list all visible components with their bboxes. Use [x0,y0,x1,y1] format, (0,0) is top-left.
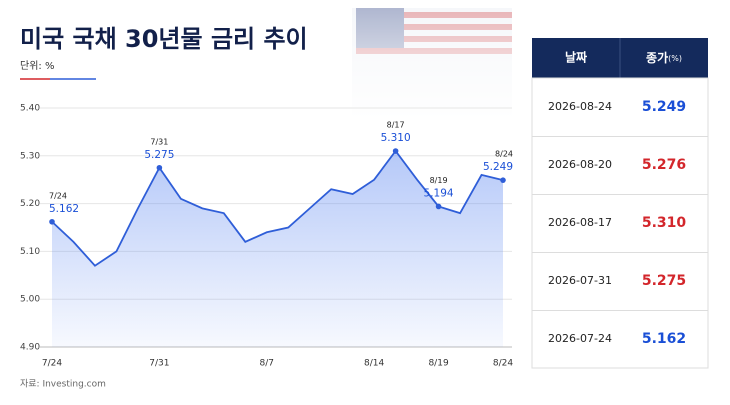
point [156,164,163,171]
table-header: 날짜 [565,50,587,65]
cell-close: 5.162 [642,331,686,347]
x-tick-label: 8/24 [493,359,513,369]
y-tick-label: 5.20 [20,199,40,209]
area [52,151,503,347]
table-header: 종가(%) [646,50,682,65]
x-tick-label: 8/7 [260,359,274,369]
line [51,149,504,267]
value-label: 5.194 [424,187,454,199]
header-unit: (%) [668,54,682,63]
y-tick-label: 5.30 [20,151,40,161]
y-tick-label: 5.40 [20,104,40,114]
chart-title: 미국 국채 30년물 금리 추이 [20,25,308,53]
flag-decoration [352,8,512,118]
table-border [531,77,709,369]
point-date: 7/31 [150,137,168,146]
y-tick-label: 5.10 [20,247,40,257]
y-tick-label: 4.90 [20,343,40,353]
point-date: 7/24 [49,191,67,200]
plot: 4.90 5.00 5.10 5.20 5.30 5.40 7/24 7/31 8/7 8/14 8… [20,104,513,369]
value-label: 5.310 [381,132,411,144]
cell-date: 2026-07-24 [548,332,612,345]
point [392,148,399,154]
cell-close: 5.249 [642,99,686,115]
cell-date: 2026-07-31 [548,274,612,287]
x-tick-label: 8/19 [428,359,448,369]
point [49,218,55,225]
cell-close: 5.275 [642,273,686,289]
x-tick-label: 7/31 [149,359,169,369]
cell-date: 2026-08-17 [548,216,612,229]
value-label: 5.275 [144,149,174,161]
value-label: 5.162 [49,203,79,215]
point-date: 8/24 [495,150,513,159]
value-label: 5.249 [483,161,513,173]
y-tick-label: 5.00 [20,295,40,305]
point-date: 8/19 [430,176,448,185]
table-body: 2026-08-24 5.249 2026-08-20 5.276 2026-08-17… [532,99,708,347]
header-close: 종가 [646,50,668,65]
x-tick-label: 8/14 [364,359,384,369]
point-date: 8/17 [387,121,405,130]
cell-close: 5.276 [642,157,686,173]
cell-date: 2026-08-24 [548,100,612,113]
cell-close: 5.310 [642,215,687,231]
point [500,177,506,183]
source: 자료: Investing.com [20,379,106,390]
unit: 단위: % [20,59,54,72]
point [435,203,442,210]
x-tick-label: 7/24 [42,359,62,369]
cell-date: 2026-08-20 [548,158,612,171]
